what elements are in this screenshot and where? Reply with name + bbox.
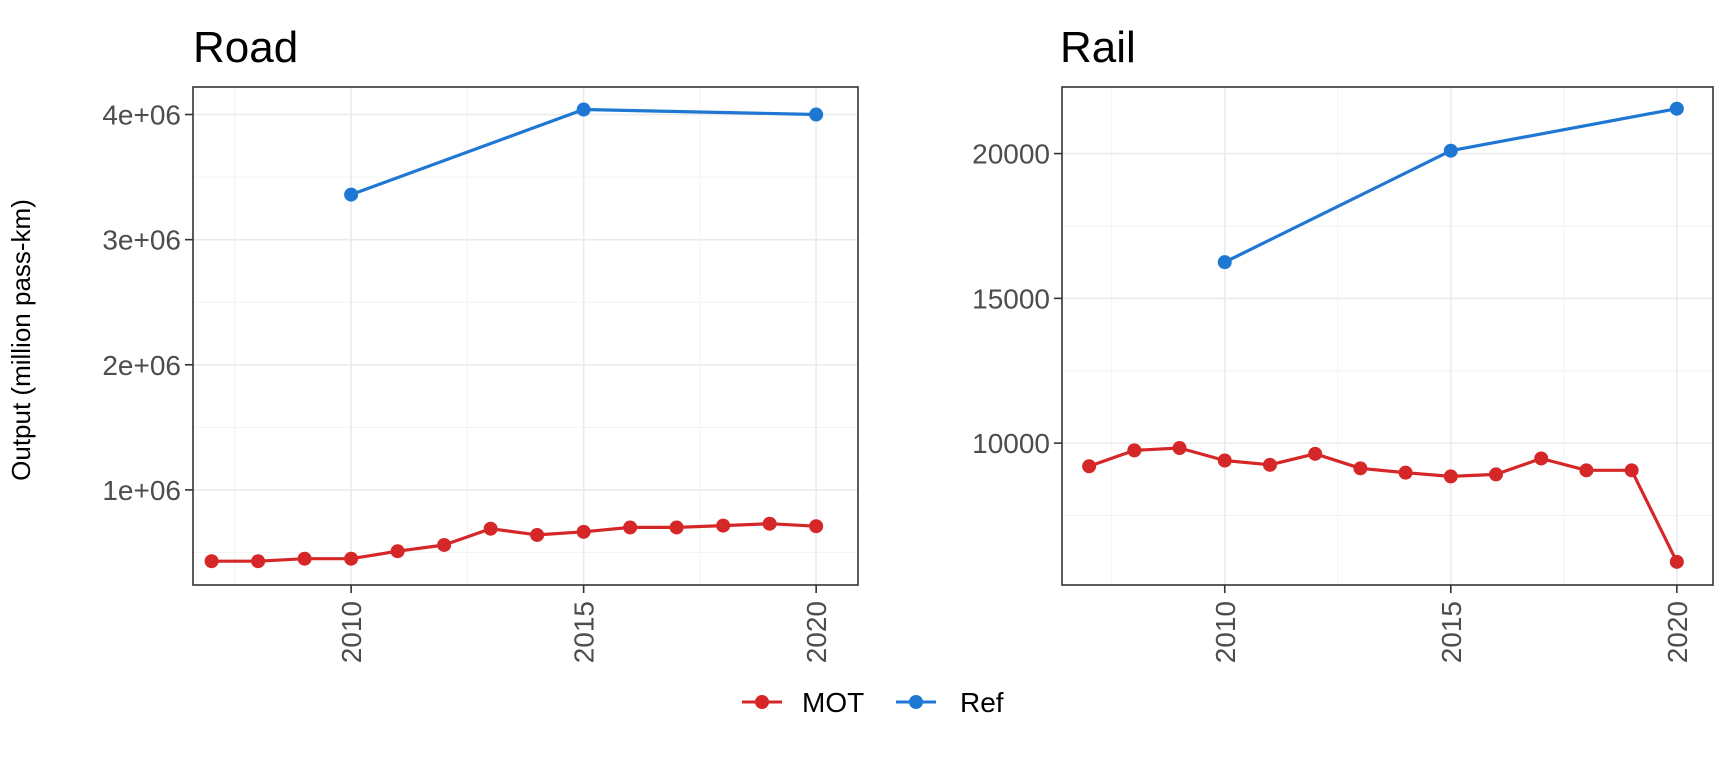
road-mot-point <box>623 520 638 535</box>
road-y-tick-label: 3e+06 <box>102 225 181 256</box>
road-gridlines <box>193 87 858 585</box>
rail-mot-point <box>1127 443 1142 458</box>
road-panel-title: Road <box>193 23 298 72</box>
road-y-tick-label: 4e+06 <box>102 100 181 131</box>
legend: MOT Ref <box>742 687 1004 718</box>
road-mot-point <box>716 518 731 533</box>
rail-x-axis: 2010 2015 2020 <box>1210 585 1693 663</box>
road-mot-point <box>344 551 359 566</box>
rail-mot-point <box>1534 451 1549 466</box>
rail-series <box>1082 101 1684 569</box>
rail-x-tick-label: 2010 <box>1210 601 1241 663</box>
legend-mot-label: MOT <box>802 687 864 718</box>
road-x-tick-label: 2010 <box>336 601 367 663</box>
rail-panel-title: Rail <box>1060 23 1136 72</box>
rail-mot-point <box>1624 463 1639 478</box>
rail-mot-point <box>1669 554 1684 569</box>
rail-mot-point <box>1082 459 1097 474</box>
rail-x-tick-label: 2020 <box>1662 601 1693 663</box>
road-y-axis: 1e+06 2e+06 3e+06 4e+06 <box>102 100 193 506</box>
legend-mot-marker <box>755 695 769 709</box>
legend-ref-label: Ref <box>960 687 1004 718</box>
road-panel-border <box>192 86 859 586</box>
rail-y-axis: 10000 15000 20000 <box>972 139 1062 459</box>
road-ref-point <box>576 102 591 117</box>
rail-panel: Rail 2010 2015 2020 10000 15000 20000 <box>972 23 1714 663</box>
rail-mot-point <box>1217 453 1232 468</box>
road-mot-line <box>211 522 817 563</box>
road-mot-point <box>530 527 545 542</box>
road-mot-point <box>669 520 684 535</box>
road-series <box>204 102 824 569</box>
legend-item-mot: MOT <box>742 687 864 718</box>
road-mot-point <box>204 554 219 569</box>
road-x-axis: 2010 2015 2020 <box>336 585 832 663</box>
rail-y-tick-label: 10000 <box>972 428 1050 459</box>
legend-ref-marker <box>909 695 923 709</box>
rail-ref-point <box>1443 143 1458 158</box>
road-mot-point <box>762 516 777 531</box>
road-mot-point <box>483 521 498 536</box>
y-axis-label: Output (million pass-km) <box>6 199 36 481</box>
road-mot-point <box>390 544 405 559</box>
rail-y-tick-label: 15000 <box>972 283 1050 314</box>
rail-mot-point <box>1308 446 1323 461</box>
road-ref-point <box>809 107 824 122</box>
rail-mot-point <box>1172 441 1187 456</box>
road-mot-point <box>809 519 824 534</box>
rail-mot-point <box>1262 457 1277 472</box>
road-y-tick-label: 2e+06 <box>102 350 181 381</box>
legend-item-ref: Ref <box>896 687 1004 718</box>
rail-mot-point <box>1579 463 1594 478</box>
road-x-tick-label: 2020 <box>801 601 832 663</box>
rail-x-tick-label: 2015 <box>1436 601 1467 663</box>
rail-ref-point <box>1669 101 1684 116</box>
road-x-tick-label: 2015 <box>569 601 600 663</box>
rail-gridlines <box>1062 87 1713 585</box>
road-mot-point <box>437 537 452 552</box>
rail-mot-point <box>1398 465 1413 480</box>
road-y-tick-label: 1e+06 <box>102 475 181 506</box>
rail-mot-line <box>1088 446 1679 563</box>
road-mot-point <box>576 524 591 539</box>
rail-mot-point <box>1489 467 1503 482</box>
road-mot-point <box>251 554 266 569</box>
rail-mot-point <box>1353 461 1368 476</box>
road-panel: Road 2010 2015 2020 1e+06 2e+06 3e+06 4e+06 <box>102 23 859 663</box>
rail-panel-border <box>1061 86 1714 586</box>
rail-ref-point <box>1217 255 1232 270</box>
rail-mot-point <box>1443 469 1458 484</box>
road-ref-point <box>344 187 359 202</box>
rail-y-tick-label: 20000 <box>972 139 1050 170</box>
road-mot-point <box>297 551 312 566</box>
